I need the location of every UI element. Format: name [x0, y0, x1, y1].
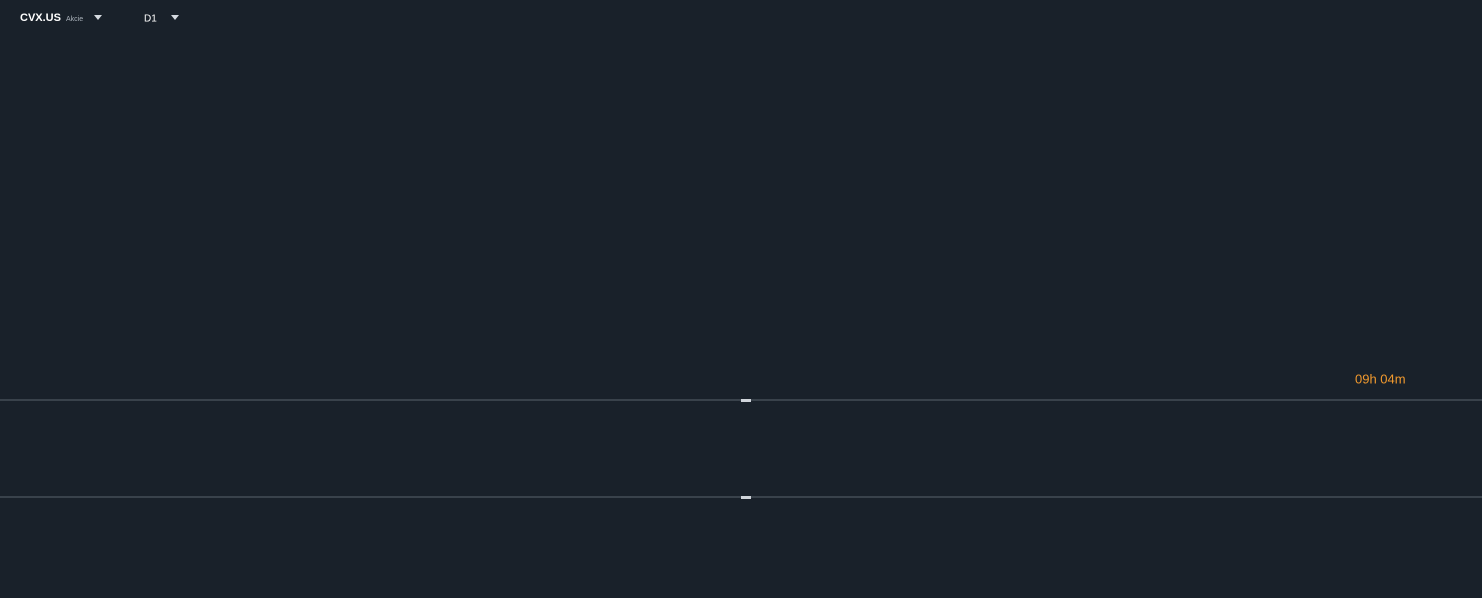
- panel-resize-handle[interactable]: [741, 399, 751, 402]
- symbol[interactable]: CVX.US: [20, 12, 61, 24]
- asset-class: Akcie: [66, 16, 83, 23]
- timeframe-dropdown[interactable]: [171, 15, 179, 20]
- timeframe[interactable]: D1: [144, 14, 157, 25]
- text-layer: CVX.US Akcie D1 09h 04m: [20, 12, 1406, 387]
- countdown: 09h 04m: [1355, 371, 1406, 386]
- panel-resize-handle[interactable]: [741, 496, 751, 499]
- symbol-dropdown[interactable]: [94, 15, 102, 20]
